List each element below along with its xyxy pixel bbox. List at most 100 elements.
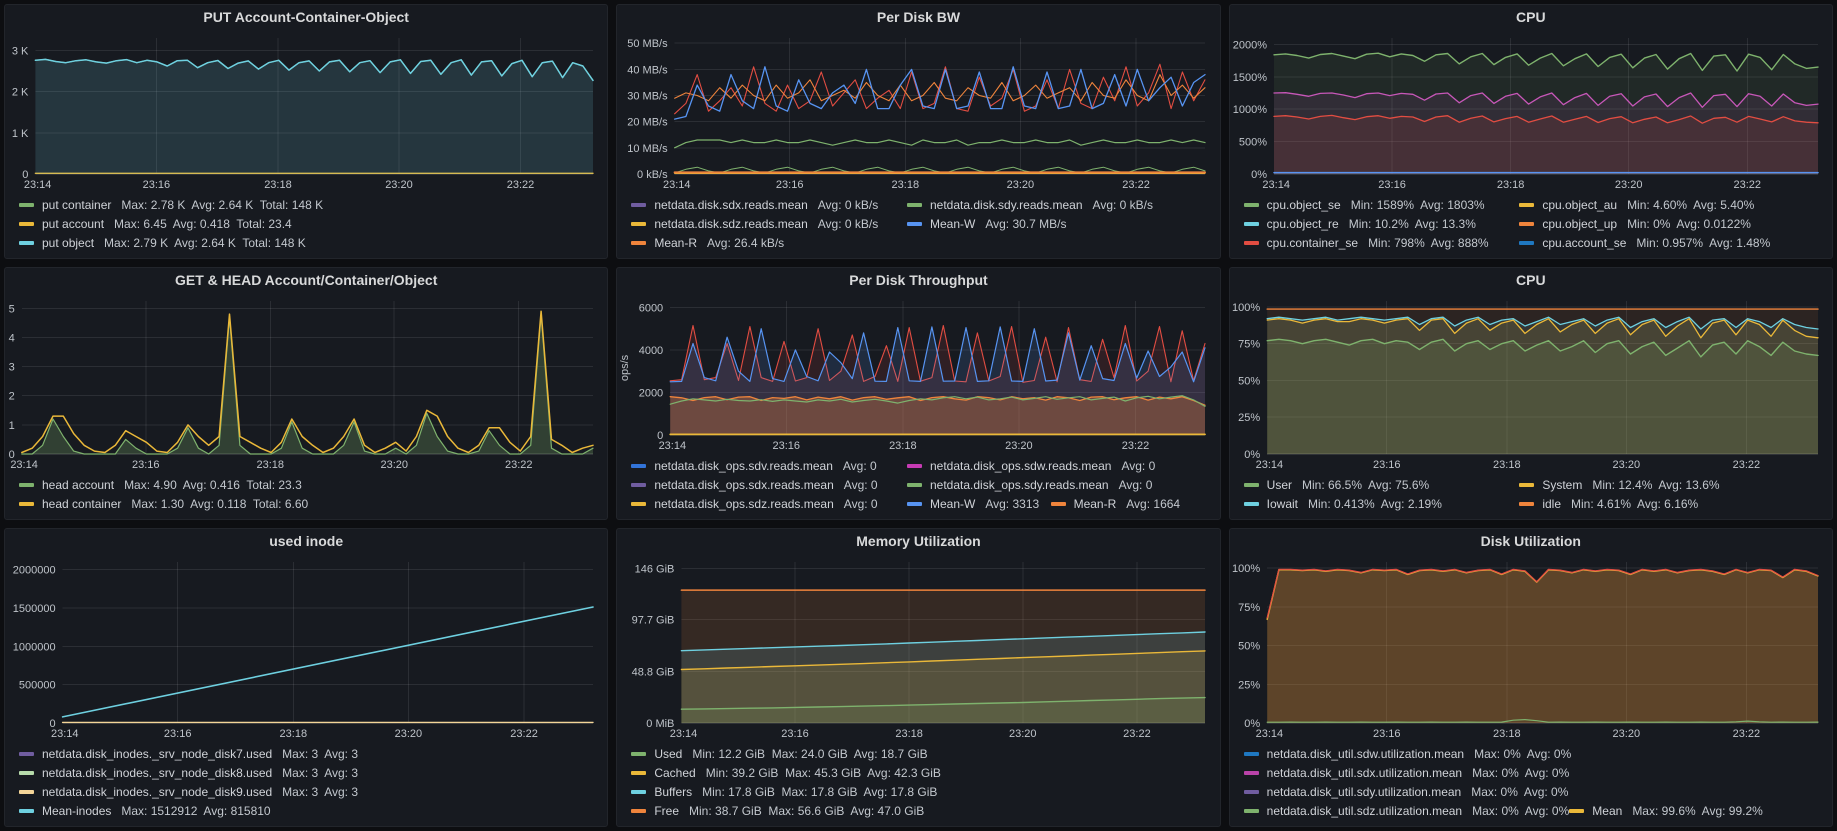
legend-item[interactable]: netdata.disk_ops.sdz.reads.mean Avg: 0	[631, 497, 907, 511]
series-label[interactable]: netdata.disk_ops.sdy.reads.mean	[930, 477, 1109, 492]
series-label[interactable]: cpu.object_au	[1542, 197, 1618, 212]
legend-item[interactable]: netdata.disk_util.sdw.utilization.mean Ma…	[1243, 746, 1571, 761]
time-series-plot[interactable]: 0% 25% 50% 75% 100% 23:14 23:16 23:18 23:20 23:22	[1230, 554, 1832, 743]
legend-item[interactable]: netdata.disk.sdx.reads.mean Avg: 0 kB/s	[631, 198, 907, 212]
legend-item[interactable]: Mean Max: 99.6% Avg: 99.2%	[1569, 804, 1763, 818]
legend-item[interactable]: Cached Min: 39.2 GiB Max: 45.3 GiB Avg: 4…	[631, 766, 941, 780]
svg-text:23:16: 23:16	[164, 728, 192, 740]
legend-item[interactable]: netdata.disk_util.sdz.utilization.mean Ma…	[1243, 803, 1569, 818]
legend-item[interactable]: cpu.object_au Min: 4.60% Avg: 5.40%	[1519, 198, 1754, 212]
legend-item[interactable]: netdata.disk_ops.sdx.reads.mean Avg: 0	[631, 478, 907, 492]
series-label[interactable]: head container	[42, 496, 122, 511]
legend-item[interactable]: idle Min: 4.61% Avg: 6.16%	[1519, 497, 1698, 511]
time-series-plot[interactable]: 0 2000 4000 6000 23:14 23:16 23:18 23:20 23:22 op…	[617, 293, 1219, 455]
svg-text:23:18: 23:18	[896, 728, 924, 740]
series-label[interactable]: Mean-R	[1073, 496, 1117, 511]
legend-item[interactable]: cpu.container_se Min: 798% Avg: 888%	[1243, 235, 1520, 250]
legend-item[interactable]: put container Max: 2.78 K Avg: 2.64 K Tot…	[19, 198, 323, 212]
legend-item[interactable]: System Min: 12.4% Avg: 13.6%	[1519, 477, 1720, 492]
time-series-plot[interactable]: 0 kB/s 10 MB/s 20 MB/s 30 MB/s 40 MB/s 50 MB/…	[617, 30, 1219, 194]
series-label[interactable]: cpu.object_se	[1266, 197, 1341, 212]
series-label[interactable]: netdata.disk.sdx.reads.mean	[654, 197, 808, 212]
legend-item[interactable]: netdata.disk.sdz.reads.mean Avg: 0 kB/s	[631, 217, 907, 231]
series-label[interactable]: Mean-R	[654, 235, 698, 250]
series-label[interactable]: netdata.disk.sdy.reads.mean	[930, 197, 1083, 212]
series-label[interactable]: put account	[42, 216, 105, 231]
series-label[interactable]: Mean-W	[930, 216, 976, 231]
legend-item[interactable]: cpu.object_re Min: 10.2% Avg: 13.3%	[1243, 216, 1520, 231]
panel-title[interactable]: GET & HEAD Account/Container/Object	[174, 272, 438, 288]
legend-item[interactable]: netdata.disk_ops.sdw.reads.mean Avg: 0	[907, 459, 1155, 473]
series-label[interactable]: idle	[1542, 496, 1562, 511]
time-series-plot[interactable]: 0% 500% 1000% 1500% 2000% 23:14 23:16 23:18 23:2…	[1230, 30, 1832, 194]
legend-item[interactable]: Free Min: 38.7 GiB Max: 56.6 GiB Avg: 47.…	[631, 804, 924, 818]
legend-item[interactable]: netdata.disk_inodes._srv_node_disk9.used…	[19, 785, 358, 799]
legend-item[interactable]: cpu.object_se Min: 1589% Avg: 1803%	[1243, 197, 1520, 212]
legend-item[interactable]: Buffers Min: 17.8 GiB Max: 17.8 GiB Avg: …	[631, 785, 937, 799]
time-series-plot[interactable]: 0% 25% 50% 75% 100% 23:14 23:16 23:18 23:20 23:22	[1230, 293, 1832, 474]
series-label[interactable]: Mean-inodes	[42, 803, 112, 818]
panel-title[interactable]: CPU	[1516, 9, 1546, 25]
series-label[interactable]: head account	[42, 477, 115, 492]
legend-item[interactable]: Mean-W Avg: 3313	[907, 497, 1051, 511]
time-series-plot[interactable]: 0 1 2 3 4 5 23:14 23:16 23:18 23:20 23:22	[5, 293, 607, 474]
legend-item[interactable]: netdata.disk_inodes._srv_node_disk7.used…	[19, 747, 358, 761]
legend-item[interactable]: netdata.disk_inodes._srv_node_disk8.used…	[19, 766, 358, 780]
series-label[interactable]: Mean	[1592, 803, 1623, 818]
series-label[interactable]: netdata.disk_util.sdy.utilization.mean	[1266, 784, 1462, 799]
series-label[interactable]: Free	[654, 803, 680, 818]
series-label[interactable]: cpu.object_up	[1542, 216, 1618, 231]
time-series-plot[interactable]: 0 1 K 2 K 3 K 23:14 23:16 23:18 23:20 23:22	[5, 30, 607, 194]
series-label[interactable]: netdata.disk_ops.sdx.reads.mean	[654, 477, 834, 492]
series-label[interactable]: netdata.disk_ops.sdv.reads.mean	[654, 458, 833, 473]
series-label[interactable]: cpu.container_se	[1266, 235, 1359, 250]
series-label[interactable]: netdata.disk_ops.sdz.reads.mean	[654, 496, 834, 511]
series-label[interactable]: netdata.disk_ops.sdw.reads.mean	[930, 458, 1112, 473]
series-label[interactable]: netdata.disk.sdz.reads.mean	[654, 216, 808, 231]
legend-item[interactable]: netdata.disk_ops.sdv.reads.mean Avg: 0	[631, 459, 907, 473]
panel-title[interactable]: Per Disk BW	[876, 9, 961, 25]
time-series-plot[interactable]: 0 MiB 48.8 GiB 97.7 GiB 146 GiB 23:14 23:16 23…	[617, 554, 1219, 743]
legend-item[interactable]: cpu.object_up Min: 0% Avg: 0.0122%	[1519, 217, 1751, 231]
series-label[interactable]: netdata.disk_util.sdz.utilization.mean	[1266, 803, 1463, 818]
panel-title[interactable]: Memory Utilization	[856, 533, 981, 549]
series-label[interactable]: netdata.disk_inodes._srv_node_disk8.used	[42, 765, 273, 780]
legend-item[interactable]: Mean-inodes Max: 1512912 Avg: 815810	[19, 804, 271, 818]
legend-item[interactable]: Used Min: 12.2 GiB Max: 24.0 GiB Avg: 18.…	[631, 746, 928, 761]
series-label[interactable]: System	[1542, 477, 1583, 492]
legend-item[interactable]: Mean-R Avg: 26.4 kB/s	[631, 236, 784, 250]
panel-title[interactable]: used inode	[269, 533, 344, 549]
legend-item[interactable]: head container Max: 1.30 Avg: 0.118 Total…	[19, 497, 308, 511]
series-label[interactable]: cpu.object_re	[1266, 216, 1339, 231]
series-label[interactable]: netdata.disk_inodes._srv_node_disk7.used	[42, 746, 273, 761]
series-label[interactable]: netdata.disk_util.sdx.utilization.mean	[1266, 765, 1463, 780]
series-label[interactable]: netdata.disk_util.sdw.utilization.mean	[1266, 746, 1465, 761]
legend-item[interactable]: netdata.disk.sdy.reads.mean Avg: 0 kB/s	[907, 198, 1153, 212]
legend-item[interactable]: cpu.account_se Min: 0.957% Avg: 1.48%	[1519, 236, 1770, 250]
series-label[interactable]: User	[1266, 477, 1292, 492]
panel-title[interactable]: Per Disk Throughput	[849, 272, 988, 288]
legend-item[interactable]: netdata.disk_ops.sdy.reads.mean Avg: 0	[907, 478, 1152, 492]
legend-item[interactable]: Mean-W Avg: 30.7 MB/s	[907, 217, 1067, 231]
legend-item[interactable]: Iowait Min: 0.413% Avg: 2.19%	[1243, 496, 1520, 511]
series-label[interactable]: Mean-W	[930, 496, 976, 511]
series-label[interactable]: Used	[654, 746, 683, 761]
time-series-plot[interactable]: 0 500000 1000000 1500000 2000000 23:14 23:16 23…	[5, 554, 607, 743]
panel-title[interactable]: PUT Account-Container-Object	[203, 9, 409, 25]
series-label[interactable]: netdata.disk_inodes._srv_node_disk9.used	[42, 784, 273, 799]
series-label[interactable]: cpu.account_se	[1542, 235, 1627, 250]
legend-item[interactable]: put account Max: 6.45 Avg: 0.418 Total: 2…	[19, 217, 292, 231]
panel-title[interactable]: CPU	[1516, 272, 1546, 288]
legend-item[interactable]: netdata.disk_util.sdx.utilization.mean Ma…	[1243, 765, 1569, 780]
panel-title[interactable]: Disk Utilization	[1480, 533, 1581, 549]
legend-item[interactable]: Mean-R Avg: 1664	[1050, 496, 1180, 511]
series-label[interactable]: put object	[42, 235, 95, 250]
legend-item[interactable]: User Min: 66.5% Avg: 75.6%	[1243, 477, 1520, 492]
series-label[interactable]: Iowait	[1266, 496, 1299, 511]
series-label[interactable]: Cached	[654, 765, 696, 780]
legend-item[interactable]: put object Max: 2.79 K Avg: 2.64 K Total:…	[19, 236, 306, 250]
series-label[interactable]: put container	[42, 197, 112, 212]
legend-item[interactable]: netdata.disk_util.sdy.utilization.mean Ma…	[1243, 784, 1568, 799]
legend-item[interactable]: head account Max: 4.90 Avg: 0.416 Total: …	[19, 478, 302, 492]
series-label[interactable]: Buffers	[654, 784, 693, 799]
